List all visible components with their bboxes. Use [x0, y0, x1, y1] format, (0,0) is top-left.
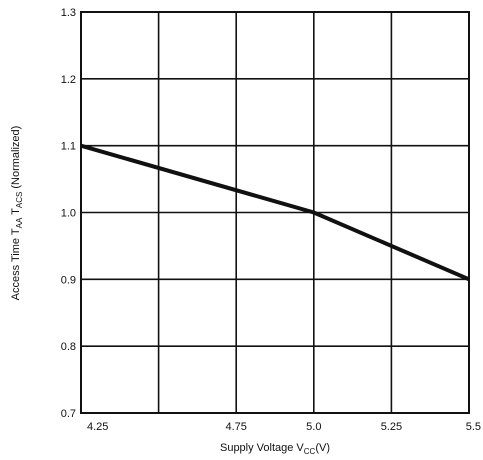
y-tick-labels: 0.7 0.8 0.9 1.0 1.1 1.2 1.3: [61, 7, 76, 420]
y-axis-label: Access Time TAA TACS (Normalized): [10, 126, 24, 301]
x-tick-labels: 4.25 4.75 5.0 5.25 5.5: [87, 421, 481, 433]
y-tick-label: 1.0: [61, 208, 76, 220]
plot-frame: [80, 11, 470, 414]
y-tick-label: 0.7: [61, 408, 76, 420]
x-tick-label: 5.0: [306, 421, 321, 433]
y-tick-label: 1.3: [61, 7, 76, 19]
y-tick-label: 1.2: [61, 74, 76, 86]
series-line: [80, 143, 470, 282]
y-tick-label: 1.1: [61, 141, 76, 153]
x-tick-label: 4.25: [87, 421, 108, 433]
x-tick-label: 5.5: [466, 421, 481, 433]
x-axis-label: Supply Voltage VCC(V): [220, 442, 330, 456]
y-tick-label: 0.9: [61, 274, 76, 286]
x-tick-label: 4.75: [225, 421, 246, 433]
series-group: [80, 143, 470, 282]
y-tick-label: 0.8: [61, 341, 76, 353]
x-tick-label: 5.25: [381, 421, 402, 433]
grid: [80, 11, 470, 414]
